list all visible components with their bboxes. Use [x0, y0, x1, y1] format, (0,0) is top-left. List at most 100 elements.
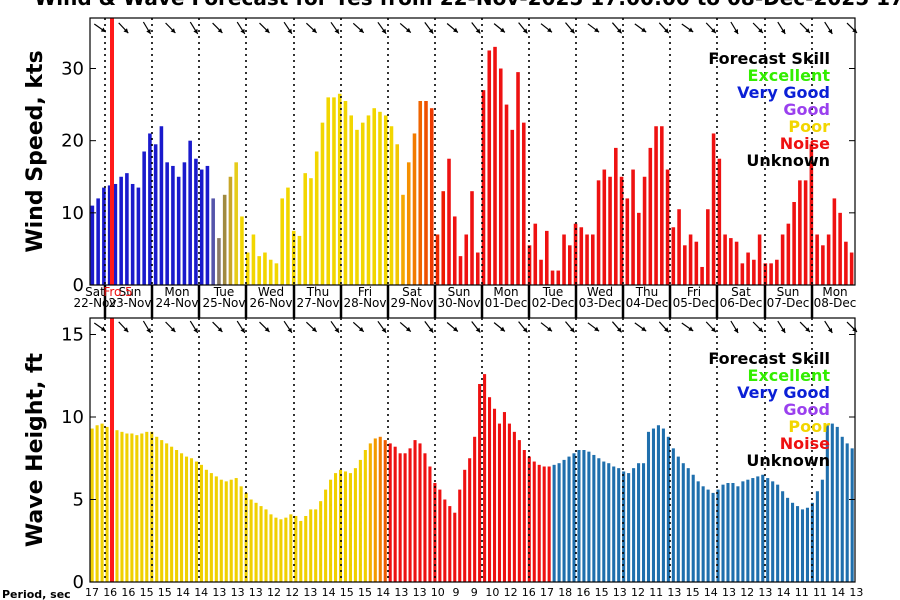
direction-arrowhead-29 [780, 327, 786, 333]
bar-wave-31 [244, 492, 248, 582]
date-label-1: 23-Nov [108, 296, 151, 310]
bar-wind-130 [838, 212, 842, 285]
bar-wind-123 [798, 180, 802, 285]
period-tick-5: 14 [176, 586, 190, 599]
bar-wind-6 [125, 173, 129, 285]
bar-wind-100 [665, 169, 670, 285]
bar-wind-9 [142, 151, 146, 285]
date-label-11: 03-Dec [579, 296, 622, 310]
direction-arrowhead-8 [287, 327, 292, 333]
date-label-3: 25-Nov [202, 296, 245, 310]
bar-wave-94 [557, 463, 561, 582]
period-tick-16: 14 [376, 586, 390, 599]
date-label-2: 24-Nov [155, 296, 198, 310]
date-label-12: 04-Dec [626, 296, 669, 310]
direction-arrowhead-2 [146, 29, 151, 34]
bar-wave-126 [716, 489, 720, 582]
bar-wave-95 [562, 459, 566, 582]
legend-item-5: Unknown [746, 451, 830, 470]
bar-wind-30 [263, 252, 267, 285]
bar-wind-77 [533, 223, 538, 285]
bar-wind-56 [412, 133, 417, 285]
direction-arrowhead-5 [217, 327, 223, 332]
period-tick-19: 10 [431, 586, 445, 599]
bar-wave-120 [686, 468, 690, 582]
period-tick-41: 14 [831, 586, 845, 599]
direction-arrowhead-29 [780, 28, 786, 34]
direction-arrowhead-18 [522, 327, 528, 333]
bar-wind-122 [792, 202, 796, 285]
bar-wave-66 [418, 443, 422, 582]
bar-wave-144 [805, 507, 809, 582]
date-label-9: 01-Dec [485, 296, 528, 310]
direction-arrowhead-5 [217, 28, 223, 33]
bar-wind-28 [251, 234, 256, 285]
bar-wave-109 [632, 468, 636, 582]
bar-wave-89 [532, 461, 536, 582]
bar-wave-33 [254, 502, 258, 582]
bar-wave-139 [781, 491, 785, 582]
period-tick-31: 11 [649, 586, 663, 599]
bar-wave-41 [294, 516, 298, 582]
bar-wave-59 [383, 440, 387, 582]
direction-arrowhead-13 [405, 27, 411, 33]
bar-wave-137 [771, 481, 775, 582]
period-tick-7: 13 [212, 586, 226, 599]
bar-wave-47 [324, 489, 328, 582]
bar-wind-64 [458, 256, 463, 285]
direction-arrowhead-9 [311, 327, 317, 332]
plot-frame [89, 17, 856, 286]
bar-wave-135 [761, 474, 765, 582]
bar-wave-3 [105, 426, 109, 582]
direction-arrowhead-6 [240, 327, 245, 333]
direction-arrowhead-0 [100, 27, 106, 32]
period-tick-15: 15 [358, 586, 372, 599]
bar-wave-128 [726, 483, 730, 582]
bar-wave-39 [284, 517, 288, 582]
day-name-0: Sat [85, 285, 105, 299]
bar-wind-14 [171, 165, 175, 285]
direction-arrowhead-4 [193, 327, 198, 333]
bar-wind-59 [429, 108, 434, 285]
bar-wind-63 [452, 216, 457, 285]
bar-wind-31 [268, 259, 273, 285]
bar-wave-5 [115, 430, 119, 582]
bar-wave-132 [746, 479, 750, 582]
bar-wave-2 [100, 423, 104, 582]
direction-arrowhead-12 [381, 327, 387, 333]
bar-wave-117 [671, 448, 675, 582]
bar-wave-140 [786, 497, 790, 582]
bar-wind-21 [211, 198, 215, 285]
direction-arrowhead-10 [334, 28, 339, 34]
direction-arrowhead-0 [100, 326, 106, 331]
bar-wave-97 [572, 453, 576, 582]
bar-wind-24 [228, 176, 233, 285]
bar-wave-20 [189, 458, 194, 582]
bar-wave-90 [537, 464, 541, 582]
bar-wave-102 [597, 458, 601, 582]
bar-wave-23 [204, 469, 208, 582]
y-axis-label: Wind Speed, kts [23, 50, 48, 252]
bar-wind-3 [107, 185, 112, 285]
direction-arrowhead-22 [616, 327, 622, 333]
now-annotation: Fro.5 [103, 285, 132, 299]
direction-arrowhead-19 [547, 27, 552, 33]
bar-wave-101 [592, 454, 596, 582]
bar-wave-121 [691, 474, 695, 582]
bar-wind-53 [395, 144, 400, 285]
direction-arrowhead-3 [170, 327, 176, 332]
bar-wind-105 [694, 241, 699, 285]
bar-wind-29 [257, 256, 261, 285]
bar-wave-34 [259, 506, 263, 582]
bar-wind-25 [234, 162, 238, 285]
bar-wave-50 [338, 469, 343, 582]
bar-wave-85 [512, 431, 516, 582]
bar-wave-136 [766, 478, 770, 582]
bar-wind-125 [809, 144, 814, 285]
period-tick-37: 13 [758, 586, 772, 599]
period-tick-23: 12 [504, 586, 518, 599]
bar-wind-0 [90, 205, 95, 285]
bar-wave-74 [458, 489, 462, 582]
bar-wave-119 [681, 463, 685, 582]
day-name-4: Wed [258, 285, 284, 299]
